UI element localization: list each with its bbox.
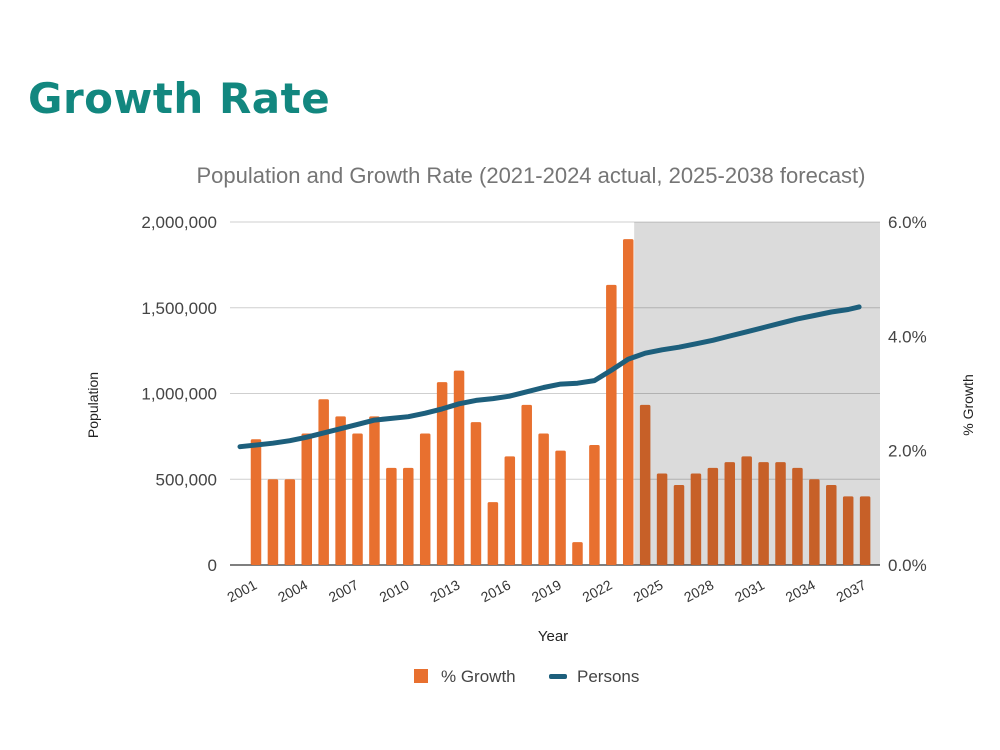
bar-2033 xyxy=(792,467,803,565)
bar-2004 xyxy=(301,433,313,565)
x-tick-label: 2019 xyxy=(529,576,564,605)
left-tick-label: 1,000,000 xyxy=(141,385,217,404)
bar-2027 xyxy=(690,473,702,565)
x-axis-ticks: 2001 2004 2007 2010 2013 2016 2019 2022 2025 2028… xyxy=(224,576,868,605)
legend-swatch-growth xyxy=(414,669,428,683)
x-tick-label: 2013 xyxy=(427,576,462,605)
x-tick-label: 2022 xyxy=(580,576,615,605)
growth-bars xyxy=(250,239,871,565)
bar-2026 xyxy=(673,484,685,565)
x-axis-label: Year xyxy=(538,628,568,645)
bar-2025 xyxy=(656,473,668,565)
legend-swatch-persons xyxy=(549,674,567,679)
bar-2015 xyxy=(487,502,499,565)
left-tick-label: 0 xyxy=(208,556,217,575)
left-tick-label: 1,500,000 xyxy=(141,299,217,318)
bar-2028 xyxy=(707,467,719,565)
bar-2002 xyxy=(267,479,279,565)
right-tick-label: 4.0% xyxy=(888,327,927,346)
bar-2023 xyxy=(622,239,634,565)
bar-2034 xyxy=(809,479,820,565)
bar-2010 xyxy=(403,467,414,565)
right-axis-ticks: 0.0% 2.0% 4.0% 6.0% xyxy=(888,213,927,575)
right-axis-label: % Growth xyxy=(960,374,976,435)
x-tick-label: 2034 xyxy=(783,576,818,605)
left-tick-label: 500,000 xyxy=(156,470,217,489)
page-title: Growth Rate xyxy=(28,74,331,123)
bar-2035 xyxy=(826,484,837,565)
x-tick-label: 2025 xyxy=(630,576,665,605)
bar-2003 xyxy=(284,479,296,565)
bar-2024 xyxy=(639,404,651,565)
bar-2031 xyxy=(758,462,769,565)
left-axis-ticks: 0 500,000 1,000,000 1,500,000 2,000,000 xyxy=(141,213,217,575)
x-tick-label: 2016 xyxy=(478,576,513,605)
bar-2005 xyxy=(318,399,329,565)
x-tick-label: 2031 xyxy=(732,576,767,605)
right-tick-label: 0.0% xyxy=(888,556,927,575)
bar-2006 xyxy=(335,416,346,565)
x-tick-label: 2010 xyxy=(377,576,412,605)
x-tick-label: 2004 xyxy=(275,576,310,605)
bar-2018 xyxy=(538,433,549,565)
right-tick-label: 6.0% xyxy=(888,213,927,232)
right-tick-label: 2.0% xyxy=(888,442,927,461)
legend-label-growth: % Growth xyxy=(441,667,516,686)
forecast-shade xyxy=(634,222,880,565)
chart-title: Population and Growth Rate (2021-2024 ac… xyxy=(197,163,866,188)
x-tick-label: 2028 xyxy=(681,576,716,605)
bar-2029 xyxy=(724,462,736,565)
legend: % Growth Persons xyxy=(414,667,639,686)
bar-2013 xyxy=(453,370,465,565)
left-tick-label: 2,000,000 xyxy=(141,213,217,232)
bar-2036 xyxy=(842,496,854,565)
bar-2012 xyxy=(436,382,448,565)
bar-2017 xyxy=(521,404,532,565)
bar-2030 xyxy=(741,456,752,565)
x-tick-label: 2037 xyxy=(834,576,869,605)
bar-2014 xyxy=(470,422,482,565)
bar-2021 xyxy=(589,444,600,565)
bar-2008 xyxy=(369,416,380,565)
bar-2001 xyxy=(250,439,262,565)
persons-line xyxy=(237,304,862,450)
bar-2022 xyxy=(606,284,617,565)
bar-2009 xyxy=(386,467,397,565)
left-axis-label: Population xyxy=(85,372,101,438)
bar-2032 xyxy=(775,462,786,565)
bar-2020 xyxy=(572,542,583,565)
x-tick-label: 2001 xyxy=(224,576,259,605)
bar-2016 xyxy=(504,456,516,565)
x-tick-label: 2007 xyxy=(326,576,361,605)
bar-2019 xyxy=(555,450,566,565)
bar-2007 xyxy=(352,433,363,565)
bar-2011 xyxy=(419,433,431,565)
bar-2037 xyxy=(859,496,871,565)
legend-label-persons: Persons xyxy=(577,667,639,686)
